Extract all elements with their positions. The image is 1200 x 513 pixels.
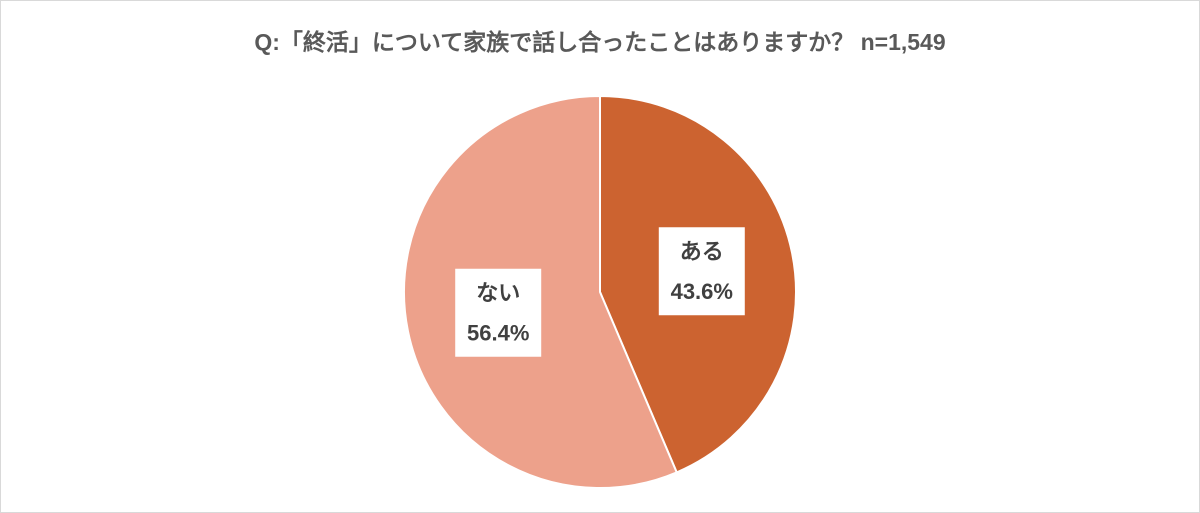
label-box (658, 227, 745, 316)
label-box (455, 268, 542, 357)
value-label: 56.4% (467, 321, 529, 346)
chart-title: Q:「終活」について家族で話し合ったことはありますか？ n=1,549 (254, 29, 945, 55)
category-label: ある (680, 239, 724, 264)
category-label: ない (476, 281, 520, 306)
value-label: 43.6% (671, 279, 733, 304)
